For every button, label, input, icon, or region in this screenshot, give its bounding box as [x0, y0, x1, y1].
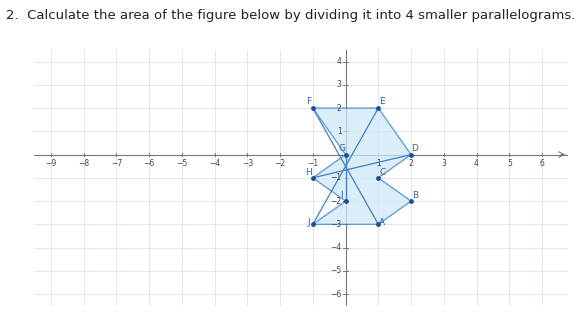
Text: −7: −7 [111, 159, 122, 168]
Text: −6: −6 [331, 290, 342, 299]
Text: −8: −8 [78, 159, 89, 168]
Text: H: H [305, 168, 312, 177]
Text: 1: 1 [376, 159, 381, 168]
Text: 3: 3 [441, 159, 446, 168]
Text: 2: 2 [409, 159, 413, 168]
Text: I: I [340, 191, 343, 200]
Text: −2: −2 [274, 159, 286, 168]
Text: 3: 3 [337, 80, 342, 89]
Text: J: J [308, 218, 310, 227]
Text: D: D [412, 144, 418, 154]
Text: 2: 2 [337, 104, 342, 113]
Text: −5: −5 [331, 266, 342, 275]
Text: 4: 4 [474, 159, 479, 168]
Text: 1: 1 [337, 127, 342, 136]
Text: G: G [338, 144, 345, 154]
Text: −5: −5 [176, 159, 188, 168]
Text: −1: −1 [331, 173, 342, 182]
Text: −4: −4 [331, 243, 342, 252]
Text: 4: 4 [337, 57, 342, 66]
Text: 6: 6 [540, 159, 545, 168]
Text: −3: −3 [242, 159, 253, 168]
Text: 2.  Calculate the area of the figure below by dividing it into 4 smaller paralle: 2. Calculate the area of the figure belo… [6, 9, 574, 22]
Text: −2: −2 [331, 197, 342, 206]
Text: C: C [379, 168, 385, 177]
Text: −6: −6 [144, 159, 154, 168]
Polygon shape [313, 108, 411, 224]
Text: −9: −9 [45, 159, 56, 168]
Text: A: A [379, 218, 385, 227]
Text: E: E [379, 97, 385, 106]
Text: B: B [412, 191, 418, 200]
Text: −1: −1 [307, 159, 319, 168]
Text: 5: 5 [507, 159, 512, 168]
Text: F: F [307, 97, 312, 106]
Text: −3: −3 [331, 220, 342, 229]
Text: −4: −4 [209, 159, 220, 168]
